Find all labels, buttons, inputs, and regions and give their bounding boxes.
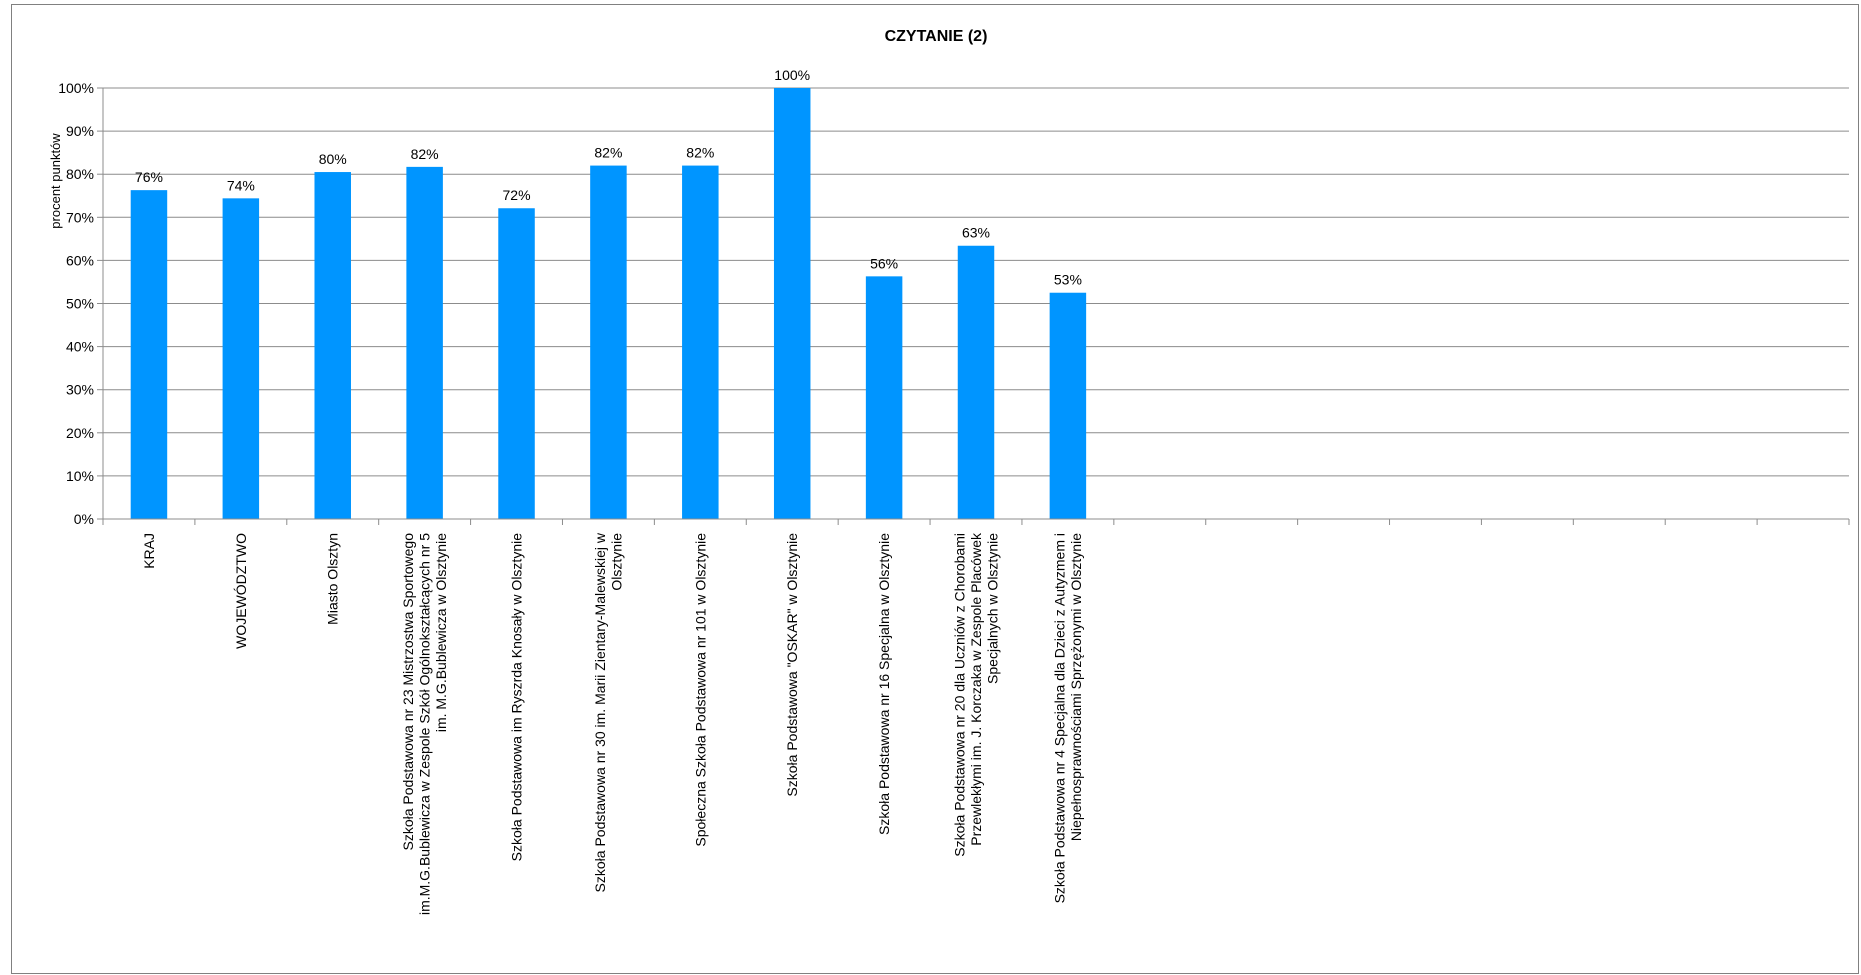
y-axis-title: procent punktów	[48, 133, 63, 229]
y-tick-label: 0%	[74, 511, 94, 527]
data-label: 82%	[594, 145, 622, 161]
bar	[130, 190, 168, 519]
data-labels: 76% 74% 80% 82% 72% 82% 82% 100% 56% 63% 53%	[135, 67, 1082, 288]
bar	[865, 276, 903, 519]
bar	[406, 166, 443, 520]
category-label: Olsztynie	[609, 533, 625, 591]
category-label: Szkoła Podstawowa nr 23 Mistrzostwa Spor…	[400, 533, 416, 851]
category-label: Szkoła Podstawowa nr 16 Specjalna w Olsz…	[876, 533, 892, 835]
data-label: 56%	[870, 255, 898, 271]
category-label: Szkoła Podstawowa nr 20 dla Uczniów z Ch…	[952, 533, 968, 857]
category-label: Społeczna Szkoła Podstawowa nr 101 w Ols…	[692, 533, 708, 847]
y-tick-label: 40%	[66, 339, 94, 355]
data-label: 63%	[962, 225, 990, 241]
y-tick-label: 30%	[66, 382, 94, 398]
category-label: Niepełnosprawnościami Sprzężonymi w Olsz…	[1068, 533, 1084, 841]
bar	[590, 165, 627, 519]
data-label: 53%	[1054, 272, 1082, 288]
category-label: KRAJ	[141, 533, 157, 569]
bar	[498, 208, 535, 519]
category-label: Miasto Olsztyn	[325, 533, 341, 625]
category-label: Szkoła Podstawowa "OSKAR" w Olsztynie	[784, 533, 800, 797]
data-label: 100%	[774, 67, 810, 83]
bar	[222, 198, 260, 519]
data-label: 74%	[227, 177, 255, 193]
category-label: im. M.G.Bublewicza w Olsztynie	[433, 533, 449, 732]
category-label: Specjalnych w Olsztynie	[985, 533, 1001, 684]
bar	[314, 172, 351, 520]
chart-title: CZYTANIE (2)	[885, 28, 988, 45]
y-tick-label: 90%	[66, 123, 94, 139]
data-label: 76%	[135, 169, 163, 185]
data-label: 82%	[686, 145, 714, 161]
data-label: 72%	[503, 187, 531, 203]
bar	[1049, 292, 1087, 519]
data-label: 80%	[319, 151, 347, 167]
category-labels: KRAJ WOJEWÓDZTWO Miasto Olsztyn Szkoła Pods…	[141, 532, 1084, 915]
y-tick-label: 100%	[58, 80, 94, 96]
data-label: 82%	[411, 146, 439, 162]
bar	[957, 245, 995, 519]
category-label: Szkoła Podstawowa nr 4 Specjalna dla Dzi…	[1052, 533, 1068, 903]
bar-chart: CZYTANIE (2) procent punktów 76% 74% 80% 82…	[48, 28, 1850, 915]
category-label: Szkoła Podstawowa im Ryszrda Knosały w O…	[509, 533, 525, 862]
bars	[130, 88, 1087, 520]
category-label: Przewlekłymi im. J. Korczaka w Zespole P…	[968, 532, 984, 846]
y-tick-label: 50%	[66, 296, 94, 312]
y-tick-label: 70%	[66, 209, 94, 225]
bar	[682, 165, 719, 519]
category-label: im.M.G.Bublewicza w Zespole Szkół Ogólno…	[417, 533, 433, 915]
y-tick-label: 80%	[66, 166, 94, 182]
y-tick-label: 60%	[66, 252, 94, 268]
bar	[773, 88, 811, 519]
y-tick-label: 20%	[66, 425, 94, 441]
category-label: WOJEWÓDZTWO	[233, 533, 249, 649]
axes: 0% 10% 20% 30% 40% 50% 60% 70% 80% 90% 100%	[58, 80, 1850, 527]
chart-frame: CZYTANIE (2) procent punktów 76% 74% 80% 82…	[11, 4, 1859, 974]
category-label: Szkoła Podstawowa nr 30 im. Marii Zienta…	[592, 532, 608, 892]
y-tick-label: 10%	[66, 468, 94, 484]
